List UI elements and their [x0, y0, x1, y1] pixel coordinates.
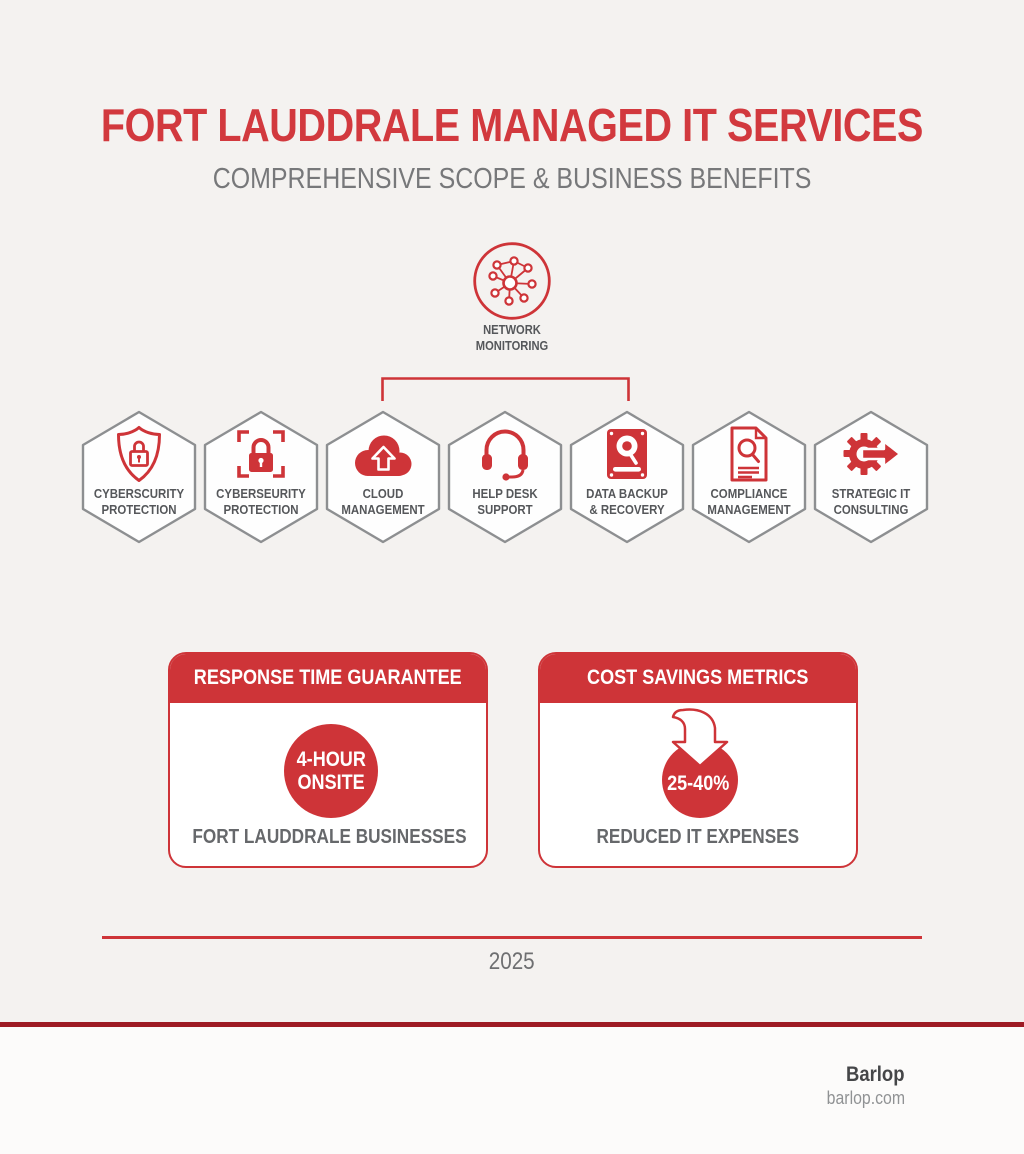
shield-lock-icon — [81, 426, 197, 482]
brand-block: Barlop barlop.com — [816, 1063, 905, 1109]
network-monitoring-section — [467, 240, 557, 327]
response-time-card-header: RESPONSE TIME GUARANTEE — [170, 654, 486, 703]
year-label: 2025 — [489, 948, 535, 975]
page-subtitle: COMPREHENSIVE SCOPE & BUSINESS BENEFITS — [212, 163, 812, 195]
footer-area — [0, 1027, 1024, 1154]
gear-arrow-icon — [813, 426, 929, 482]
service-label: HELP DESK SUPPORT — [472, 486, 538, 517]
brand-name: Barlop — [846, 1063, 905, 1086]
cost-savings-card: COST SAVINGS METRICS 25-40% REDUCED IT E… — [538, 652, 858, 868]
services-row: CYBERSCURITY PROTECTION CYBERSEURITY PRO… — [0, 410, 1024, 544]
hard-drive-icon — [569, 426, 685, 482]
service-hex-help-desk-support: HELP DESK SUPPORT — [447, 410, 563, 544]
network-nodes-icon — [471, 242, 553, 326]
network-monitoring-label: NETWORK MONITORING — [475, 322, 549, 353]
document-search-icon — [691, 426, 807, 482]
service-hex-cyberscurity-protection: CYBERSCURITY PROTECTION — [81, 410, 197, 544]
lock-scan-icon — [203, 426, 319, 482]
headset-icon — [447, 426, 563, 482]
arrow-down-circle-icon — [640, 700, 760, 825]
response-time-card: RESPONSE TIME GUARANTEE 4-HOUR ONSITE FO… — [168, 652, 488, 868]
service-label: CYBERSEURITY PROTECTION — [216, 486, 306, 517]
service-label: COMPLIANCE MANAGEMENT — [707, 486, 791, 517]
cost-savings-caption: REDUCED IT EXPENSES — [596, 826, 800, 848]
service-label: DATA BACKUP & RECOVERY — [586, 486, 668, 517]
cost-savings-card-header: COST SAVINGS METRICS — [540, 654, 856, 703]
response-time-badge: 4-HOUR ONSITE — [284, 724, 378, 818]
brand-website: barlop.com — [826, 1088, 905, 1108]
cost-savings-value: 25-40% — [666, 772, 730, 795]
service-hex-cloud-management: CLOUD MANAGEMENT — [325, 410, 441, 544]
service-hex-data-backup-recovery: DATA BACKUP & RECOVERY — [569, 410, 685, 544]
service-hex-strategic-it-consulting: STRATEGIC IT CONSULTING — [813, 410, 929, 544]
cloud-upload-icon — [325, 426, 441, 482]
response-time-caption: FORT LAUDDRALE BUSINESSES — [192, 826, 467, 848]
service-label: CYBERSCURITY PROTECTION — [93, 486, 185, 517]
year-divider-line — [102, 936, 922, 939]
connector-bracket — [381, 377, 630, 401]
service-label: CLOUD MANAGEMENT — [341, 486, 425, 517]
footer-accent-line — [0, 1022, 1024, 1027]
page-title: FORT LAUDDRALE MANAGED IT SERVICES — [100, 99, 924, 151]
service-hex-compliance-management: COMPLIANCE MANAGEMENT — [691, 410, 807, 544]
service-hex-cyberseurity-protection: CYBERSEURITY PROTECTION — [203, 410, 319, 544]
service-label: STRATEGIC IT CONSULTING — [831, 486, 911, 517]
